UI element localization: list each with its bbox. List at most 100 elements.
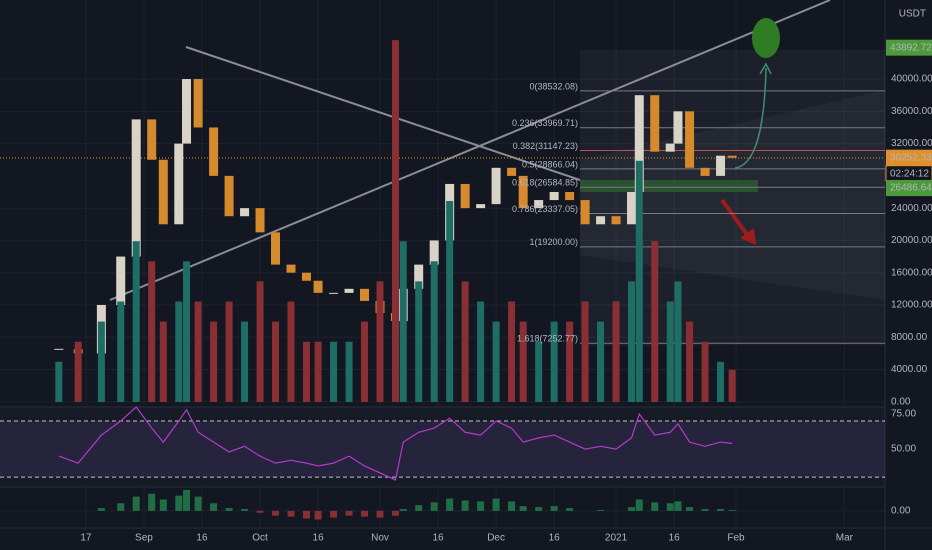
candle bbox=[611, 216, 621, 225]
y-tick-label: 32000.00 bbox=[891, 138, 932, 149]
macd-bar bbox=[225, 508, 233, 511]
macd-bar bbox=[550, 506, 558, 511]
macd-bar bbox=[446, 498, 454, 511]
volume-bar bbox=[535, 341, 543, 402]
volume-bar bbox=[345, 341, 353, 402]
candle bbox=[301, 272, 311, 281]
candle bbox=[429, 240, 439, 265]
candle bbox=[716, 155, 726, 176]
volume-bar bbox=[272, 321, 280, 402]
volume-bar bbox=[701, 341, 709, 402]
candle bbox=[549, 192, 559, 201]
macd-bar bbox=[399, 509, 407, 511]
volume-bar bbox=[461, 281, 469, 402]
candle bbox=[727, 155, 737, 158]
candle bbox=[131, 119, 141, 257]
macd-bar bbox=[183, 489, 191, 511]
target-ellipse bbox=[752, 18, 780, 58]
macd-bar bbox=[272, 510, 280, 516]
x-tick-label: Oct bbox=[252, 533, 268, 544]
volume-bar bbox=[566, 321, 574, 402]
price-tag-label: 30252.33 bbox=[890, 152, 932, 163]
candle bbox=[414, 264, 424, 289]
macd-bar bbox=[194, 496, 202, 511]
candle bbox=[580, 200, 590, 225]
macd-bar bbox=[717, 509, 725, 511]
volume-bar bbox=[628, 281, 636, 402]
candle bbox=[565, 192, 575, 201]
volume-bar bbox=[55, 361, 63, 402]
fib-label: 0.236(33969.71) bbox=[512, 118, 578, 128]
fib-label: 0.382(31147.23) bbox=[513, 141, 578, 151]
rsi-line bbox=[58, 406, 733, 481]
macd-bar bbox=[686, 507, 694, 511]
macd-bar bbox=[256, 510, 264, 513]
rsi-band-fill bbox=[0, 421, 885, 478]
volume-bar bbox=[74, 341, 82, 402]
volume-bar bbox=[635, 160, 643, 402]
volume-bar bbox=[446, 201, 454, 402]
macd-bar bbox=[519, 506, 527, 511]
fib-label: 1.618(7252.77) bbox=[517, 334, 578, 344]
x-tick-label: 16 bbox=[432, 533, 444, 544]
candle bbox=[224, 175, 234, 217]
candle bbox=[286, 264, 296, 273]
candle bbox=[634, 95, 644, 193]
volume-bar bbox=[519, 321, 527, 402]
x-tick-label: Dec bbox=[487, 533, 505, 544]
macd-bar bbox=[492, 498, 500, 511]
price-tag-label: 43892.72 bbox=[890, 42, 932, 53]
volume-bar bbox=[97, 321, 105, 402]
y-tick-label: 16000.00 bbox=[891, 267, 932, 278]
candle bbox=[596, 216, 606, 225]
trend-line bbox=[109, 0, 831, 301]
marks bbox=[0, 40, 885, 520]
volume-bar bbox=[361, 321, 369, 402]
volume-bar bbox=[210, 321, 218, 402]
macd-bar bbox=[97, 508, 105, 511]
candle bbox=[685, 111, 695, 168]
macd-bar bbox=[635, 499, 643, 511]
candle bbox=[627, 192, 637, 225]
volume-bar bbox=[132, 241, 140, 402]
volume-bar bbox=[415, 281, 423, 402]
macd-bar bbox=[701, 509, 709, 511]
x-tick-label: 16 bbox=[313, 533, 325, 544]
down-arrow-head bbox=[740, 228, 756, 245]
volume-bar bbox=[159, 321, 167, 402]
macd-bar bbox=[477, 501, 485, 511]
volume-bar bbox=[666, 301, 674, 402]
labels: USDT 17 Sep 16 Oct 16 Nov 16 Dec 16 2021 16 Feb Mar 0… bbox=[80, 9, 932, 544]
x-tick-label: Feb bbox=[727, 533, 745, 544]
x-tick-label: 16 bbox=[549, 533, 561, 544]
y-tick-label: 0.00 bbox=[891, 396, 911, 407]
x-tick-label: Mar bbox=[836, 533, 854, 544]
macd-bar bbox=[117, 503, 125, 511]
macd-bar bbox=[361, 510, 369, 517]
macd-bar bbox=[376, 510, 384, 518]
macd-bar bbox=[330, 510, 338, 518]
x-tick-label: 16 bbox=[669, 533, 681, 544]
up-arrow-head bbox=[759, 62, 772, 75]
rsi-pane bbox=[0, 407, 885, 487]
candle bbox=[116, 256, 126, 305]
y-tick-label: 40000.00 bbox=[891, 74, 932, 85]
volume-bar bbox=[581, 301, 589, 402]
candle bbox=[700, 167, 710, 176]
candle bbox=[255, 208, 265, 233]
volume-bar bbox=[550, 321, 558, 402]
y-tick-label: 12000.00 bbox=[891, 300, 932, 311]
volume-bar bbox=[256, 281, 264, 402]
volume-bar bbox=[508, 301, 516, 402]
volume-bar bbox=[287, 301, 295, 402]
x-tick-label: Sep bbox=[135, 533, 153, 544]
y-tick-label: 50.00 bbox=[891, 444, 916, 455]
candle bbox=[344, 288, 354, 293]
macd-bar bbox=[508, 501, 516, 511]
macd-bar bbox=[674, 501, 682, 511]
macd-bar bbox=[628, 507, 636, 511]
macd-bar bbox=[597, 509, 605, 511]
x-tick-label: 17 bbox=[80, 533, 92, 544]
macd-bar bbox=[415, 505, 423, 511]
macd-bar bbox=[210, 503, 218, 511]
